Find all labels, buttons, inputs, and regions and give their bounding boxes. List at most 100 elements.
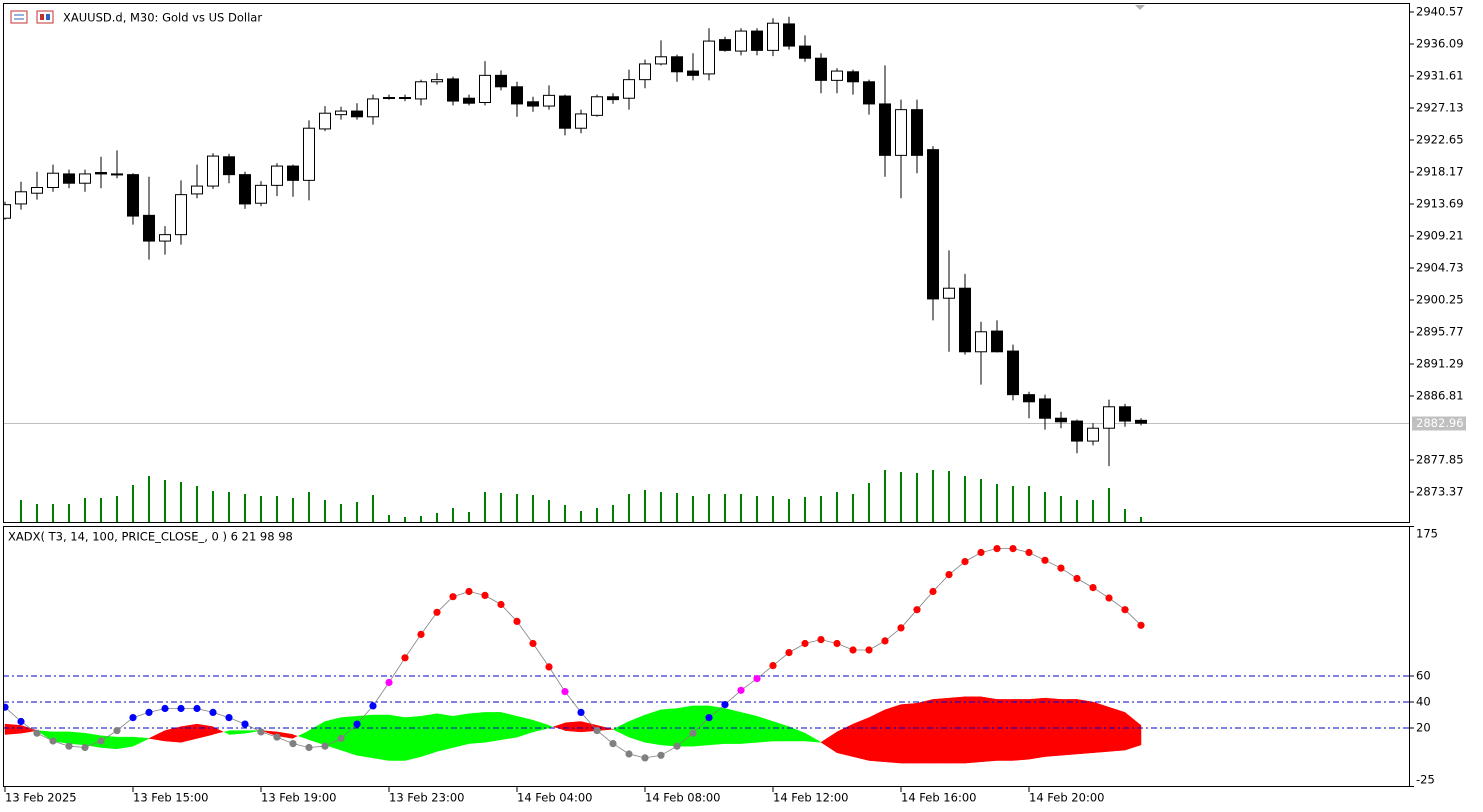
candle-body: [191, 185, 203, 195]
candle-body: [703, 40, 715, 75]
x-tick-label: 13 Feb 15:00: [133, 791, 208, 805]
candle-body: [31, 187, 43, 194]
band-fill: [1108, 706, 1126, 752]
y-tick-label: 2918.17: [1416, 165, 1464, 179]
candle-body: [3, 204, 11, 219]
band-fill: [724, 708, 742, 744]
x-tick-label: 14 Feb 16:00: [901, 791, 976, 805]
candle-body: [303, 127, 315, 181]
band-fill: [213, 726, 224, 735]
indicator-dot: [241, 720, 249, 728]
candle-body: [799, 45, 811, 59]
candle-body: [927, 149, 939, 300]
indicator-dot: [3, 703, 9, 711]
band-fill: [244, 730, 262, 734]
candle-body: [463, 97, 475, 104]
indicator-dot: [145, 708, 153, 717]
indicator-dot: [513, 617, 521, 626]
candle-body: [559, 95, 571, 129]
indicator-dot: [161, 704, 169, 713]
x-tick-label: 13 Feb 23:00: [389, 791, 464, 805]
band-fill: [293, 734, 298, 739]
indicator-dot: [97, 737, 105, 745]
candle-body: [847, 71, 859, 83]
x-tick-label: 13 Feb 2025: [5, 791, 77, 805]
band-fill: [1124, 711, 1142, 751]
band-fill: [916, 699, 934, 764]
candle-body: [95, 172, 107, 175]
y-tick-label: 60: [1416, 669, 1431, 683]
indicator-dot: [769, 662, 777, 670]
band-fill: [948, 696, 966, 764]
band-fill: [1076, 699, 1094, 755]
band-fill: [223, 730, 229, 735]
indicator-dot: [529, 639, 537, 648]
y-tick-label: 2927.13: [1416, 101, 1464, 115]
candle-body: [271, 165, 283, 186]
indicator-dot: [849, 646, 857, 654]
band-fill: [932, 697, 950, 764]
indicator-dot: [785, 649, 793, 657]
indicator-dot: [1105, 594, 1113, 602]
y-tick-label: -25: [1416, 773, 1435, 787]
shift-marker: [1135, 5, 1145, 10]
candle-body: [287, 165, 299, 181]
candle-body: [127, 174, 139, 217]
candle-body: [479, 74, 491, 103]
candle-body: [351, 110, 363, 118]
x-tick-label: 14 Feb 20:00: [1029, 791, 1104, 805]
indicator-dot: [81, 743, 89, 752]
indicator-dot: [913, 606, 921, 614]
band-fill: [553, 722, 565, 731]
band-fill: [852, 717, 870, 761]
candle-body: [991, 330, 1003, 353]
candle-body: [751, 30, 763, 51]
indicator-dot: [833, 639, 841, 648]
indicator-dot: [673, 742, 681, 750]
price-pane: [3, 16, 1410, 522]
indicator-dot: [1089, 584, 1097, 592]
indicator-dot: [705, 714, 713, 722]
band-fill: [1060, 699, 1078, 756]
band-fill: [980, 696, 998, 763]
indicator-dot: [961, 558, 969, 566]
indicator-dot: [721, 701, 729, 709]
candle-body: [719, 39, 731, 51]
candle-body: [399, 97, 411, 99]
candle-body: [527, 101, 539, 107]
candle-body: [1007, 350, 1019, 396]
candle-body: [639, 63, 651, 81]
candle-body: [431, 79, 443, 83]
indicator-dot: [1025, 548, 1033, 557]
indicator-dot: [1121, 606, 1129, 614]
indicator-dot: [625, 750, 633, 758]
candle-body: [319, 112, 331, 130]
indicator-dot: [929, 587, 937, 596]
indicator-dot: [417, 630, 425, 639]
candle-body: [143, 214, 155, 242]
band-fill: [1092, 701, 1110, 753]
indicator-dot: [753, 675, 761, 683]
indicator-dot: [289, 740, 297, 748]
indicator-dot: [577, 708, 585, 717]
band-fill: [500, 712, 518, 740]
candle-body: [383, 97, 395, 99]
indicator-dot: [561, 688, 569, 696]
indicator-dot: [401, 654, 409, 662]
indicator-dot: [225, 714, 233, 722]
chart-title: XAUUSD.d, M30: Gold vs US Dollar: [63, 11, 262, 25]
band-fill: [4, 723, 22, 735]
icon: [36, 10, 54, 24]
candle-body: [1103, 406, 1115, 429]
candle-body: [607, 96, 619, 101]
indicator-dot: [321, 742, 329, 750]
indicator-dot: [33, 729, 41, 737]
indicator-pane: [3, 545, 1410, 764]
indicator-dot: [801, 639, 809, 648]
candle-body: [655, 56, 667, 65]
indicator-dot: [1009, 545, 1017, 553]
candle-body: [591, 96, 603, 116]
band-fill: [1044, 697, 1062, 757]
candle-body: [1055, 417, 1067, 423]
y-tick-label: 2922.65: [1416, 133, 1464, 147]
